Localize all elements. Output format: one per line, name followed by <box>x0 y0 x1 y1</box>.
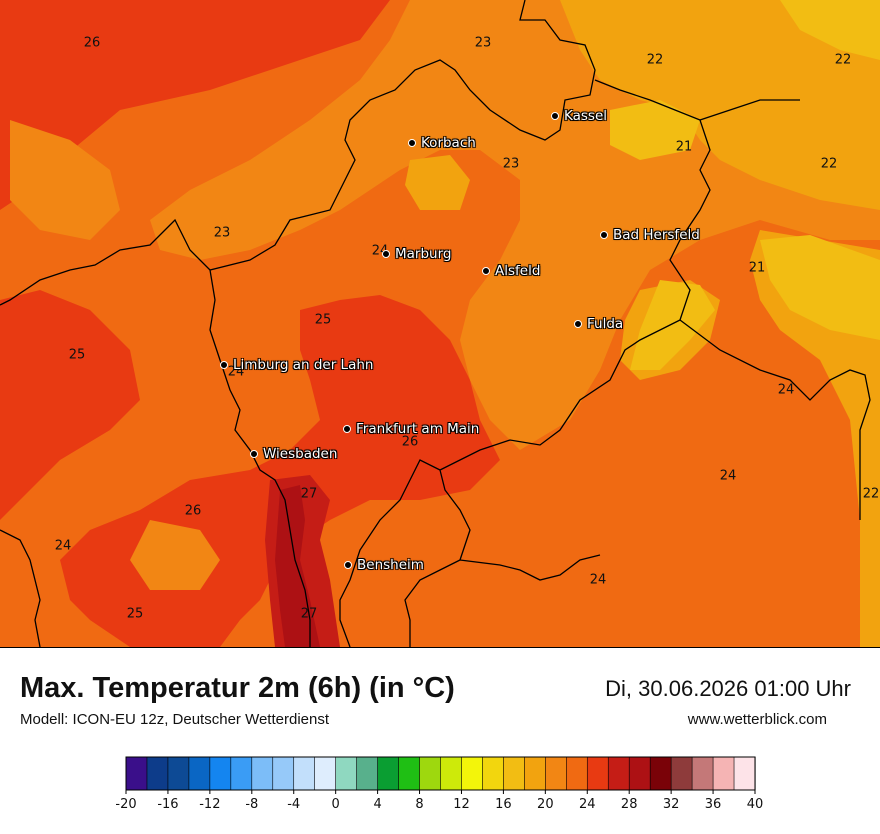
legend-tick-label: 12 <box>453 797 470 812</box>
temp-band-21-northeast-cap <box>810 0 880 55</box>
legend-tick-label: 24 <box>579 797 596 812</box>
legend-swatch <box>628 756 651 791</box>
legend-tick-label: 0 <box>332 797 340 812</box>
legend-frame <box>125 756 756 791</box>
temp-band-25-west <box>0 0 390 210</box>
legend-swatch <box>314 756 337 791</box>
border-bavaria <box>679 319 871 520</box>
legend-tick-label: 4 <box>373 797 381 812</box>
legend-swatch <box>356 756 379 791</box>
legend-tick-label: 8 <box>415 797 423 812</box>
legend-swatch <box>670 756 693 791</box>
legend-tick-label: 20 <box>537 797 554 812</box>
website-link[interactable]: www.wetterblick.com <box>687 711 827 728</box>
color-legend: -20 -16 -12 -8 -4 0 4 8 12 16 20 24 28 32 36 40 <box>0 753 880 830</box>
temp-band-22-east <box>750 230 880 647</box>
border-west <box>0 529 41 647</box>
legend-swatch <box>230 756 253 791</box>
legend-swatch <box>503 756 525 791</box>
legend-swatch <box>251 756 274 791</box>
legend-swatch <box>712 756 735 791</box>
legend-tick-label: 36 <box>705 797 722 812</box>
temp-band-21-center <box>630 280 715 370</box>
legend-tick-label: 40 <box>747 797 764 812</box>
temp-band-23-southwest <box>130 520 220 590</box>
legend-swatch <box>586 756 609 791</box>
legend-tick-label: -16 <box>157 797 178 812</box>
legend-swatch <box>524 756 546 791</box>
legend-swatches <box>125 756 756 791</box>
temp-band-22-center <box>405 155 470 210</box>
legend-swatch <box>440 756 463 791</box>
region-borders <box>0 0 871 647</box>
legend-swatch <box>419 756 442 791</box>
temp-band-23-west <box>10 120 120 240</box>
legend-swatch <box>188 756 211 791</box>
legend-swatch <box>733 756 756 791</box>
model-subtitle: Modell: ICON-EU 12z, Deutscher Wetterdie… <box>20 711 330 728</box>
legend-tick-label: 16 <box>495 797 512 812</box>
legend-swatch <box>335 756 358 791</box>
temp-band-25-southwest <box>0 290 140 520</box>
legend-swatch <box>146 756 169 791</box>
legend-swatch <box>545 756 567 791</box>
temp-band-22-northeast <box>560 0 880 210</box>
legend-swatch <box>691 756 714 791</box>
temperature-map[interactable]: 26 23 22 22 23 21 22 23 24 21 25 25 24 2… <box>0 0 880 648</box>
border-hesse-north <box>0 0 596 306</box>
legend-swatch <box>167 756 190 791</box>
temp-band-21-kassel <box>610 100 700 160</box>
legend-swatch <box>272 756 295 791</box>
legend-swatch <box>293 756 316 791</box>
border-south <box>459 554 601 581</box>
border-hesse-east <box>404 79 711 647</box>
map-title: Max. Temperatur 2m (6h) (in °C) <box>20 672 455 704</box>
legend-swatch <box>607 756 630 791</box>
legend-swatch <box>461 756 484 791</box>
temperature-field <box>0 0 880 647</box>
legend-tick-label: -4 <box>287 797 300 812</box>
legend-swatch <box>649 756 672 791</box>
border-baden <box>339 459 441 647</box>
legend-tick-label: -20 <box>115 797 136 812</box>
temp-band-21-east <box>760 235 880 340</box>
legend-tick-label: -12 <box>199 797 220 812</box>
legend-tick-label: -8 <box>245 797 258 812</box>
legend-swatch <box>565 756 588 791</box>
legend-swatch <box>398 756 421 791</box>
legend-swatch <box>377 756 400 791</box>
legend-swatch <box>125 756 148 791</box>
legend-swatch <box>482 756 504 791</box>
legend-tick-label: 32 <box>663 797 680 812</box>
border-thuringia <box>699 99 800 121</box>
map-footer: Max. Temperatur 2m (6h) (in °C) Modell: … <box>0 648 880 830</box>
forecast-datetime: Di, 30.06.2026 01:00 Uhr <box>605 676 851 701</box>
legend-ticks: -20 -16 -12 -8 -4 0 4 8 12 16 20 24 28 32 36 40 <box>115 790 763 812</box>
border-hesse-west <box>209 269 311 647</box>
legend-tick-label: 28 <box>621 797 638 812</box>
legend-svg: -20 -16 -12 -8 -4 0 4 8 12 16 20 24 28 32 36 40 <box>115 756 763 812</box>
legend-swatch <box>209 756 232 791</box>
